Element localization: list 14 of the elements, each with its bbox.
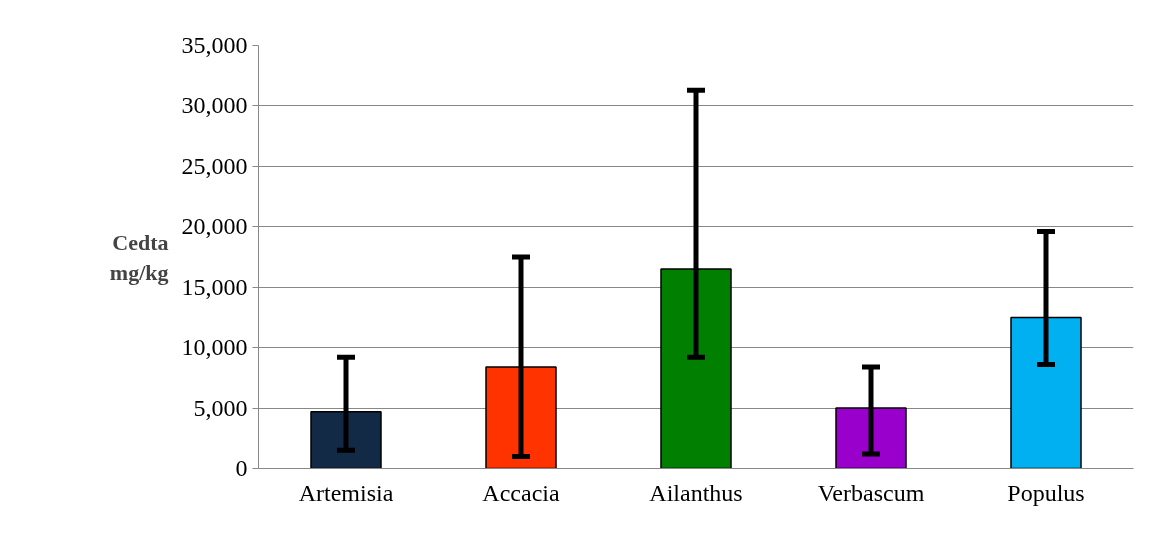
y-tick-label: 0 <box>235 455 248 481</box>
x-tick-label: Verbascum <box>817 479 925 506</box>
y-tick-label: 10,000 <box>181 334 248 361</box>
y-tick-label: 20,000 <box>181 213 248 240</box>
x-tick-label: Accacia <box>482 479 560 506</box>
x-tick-label: Ailanthus <box>649 479 743 506</box>
y-tick-label: 15,000 <box>181 273 248 300</box>
y-tick-label: 35,000 <box>181 32 248 58</box>
x-tick-label: Populus <box>1007 479 1085 506</box>
y-tick-label: 25,000 <box>181 152 248 179</box>
y-tick-label: 5,000 <box>193 394 248 421</box>
y-axis-title: Cedta mg/kg <box>109 229 169 285</box>
y-tick-label: 30,000 <box>181 92 248 119</box>
x-tick-label: Artemisia <box>298 479 394 506</box>
